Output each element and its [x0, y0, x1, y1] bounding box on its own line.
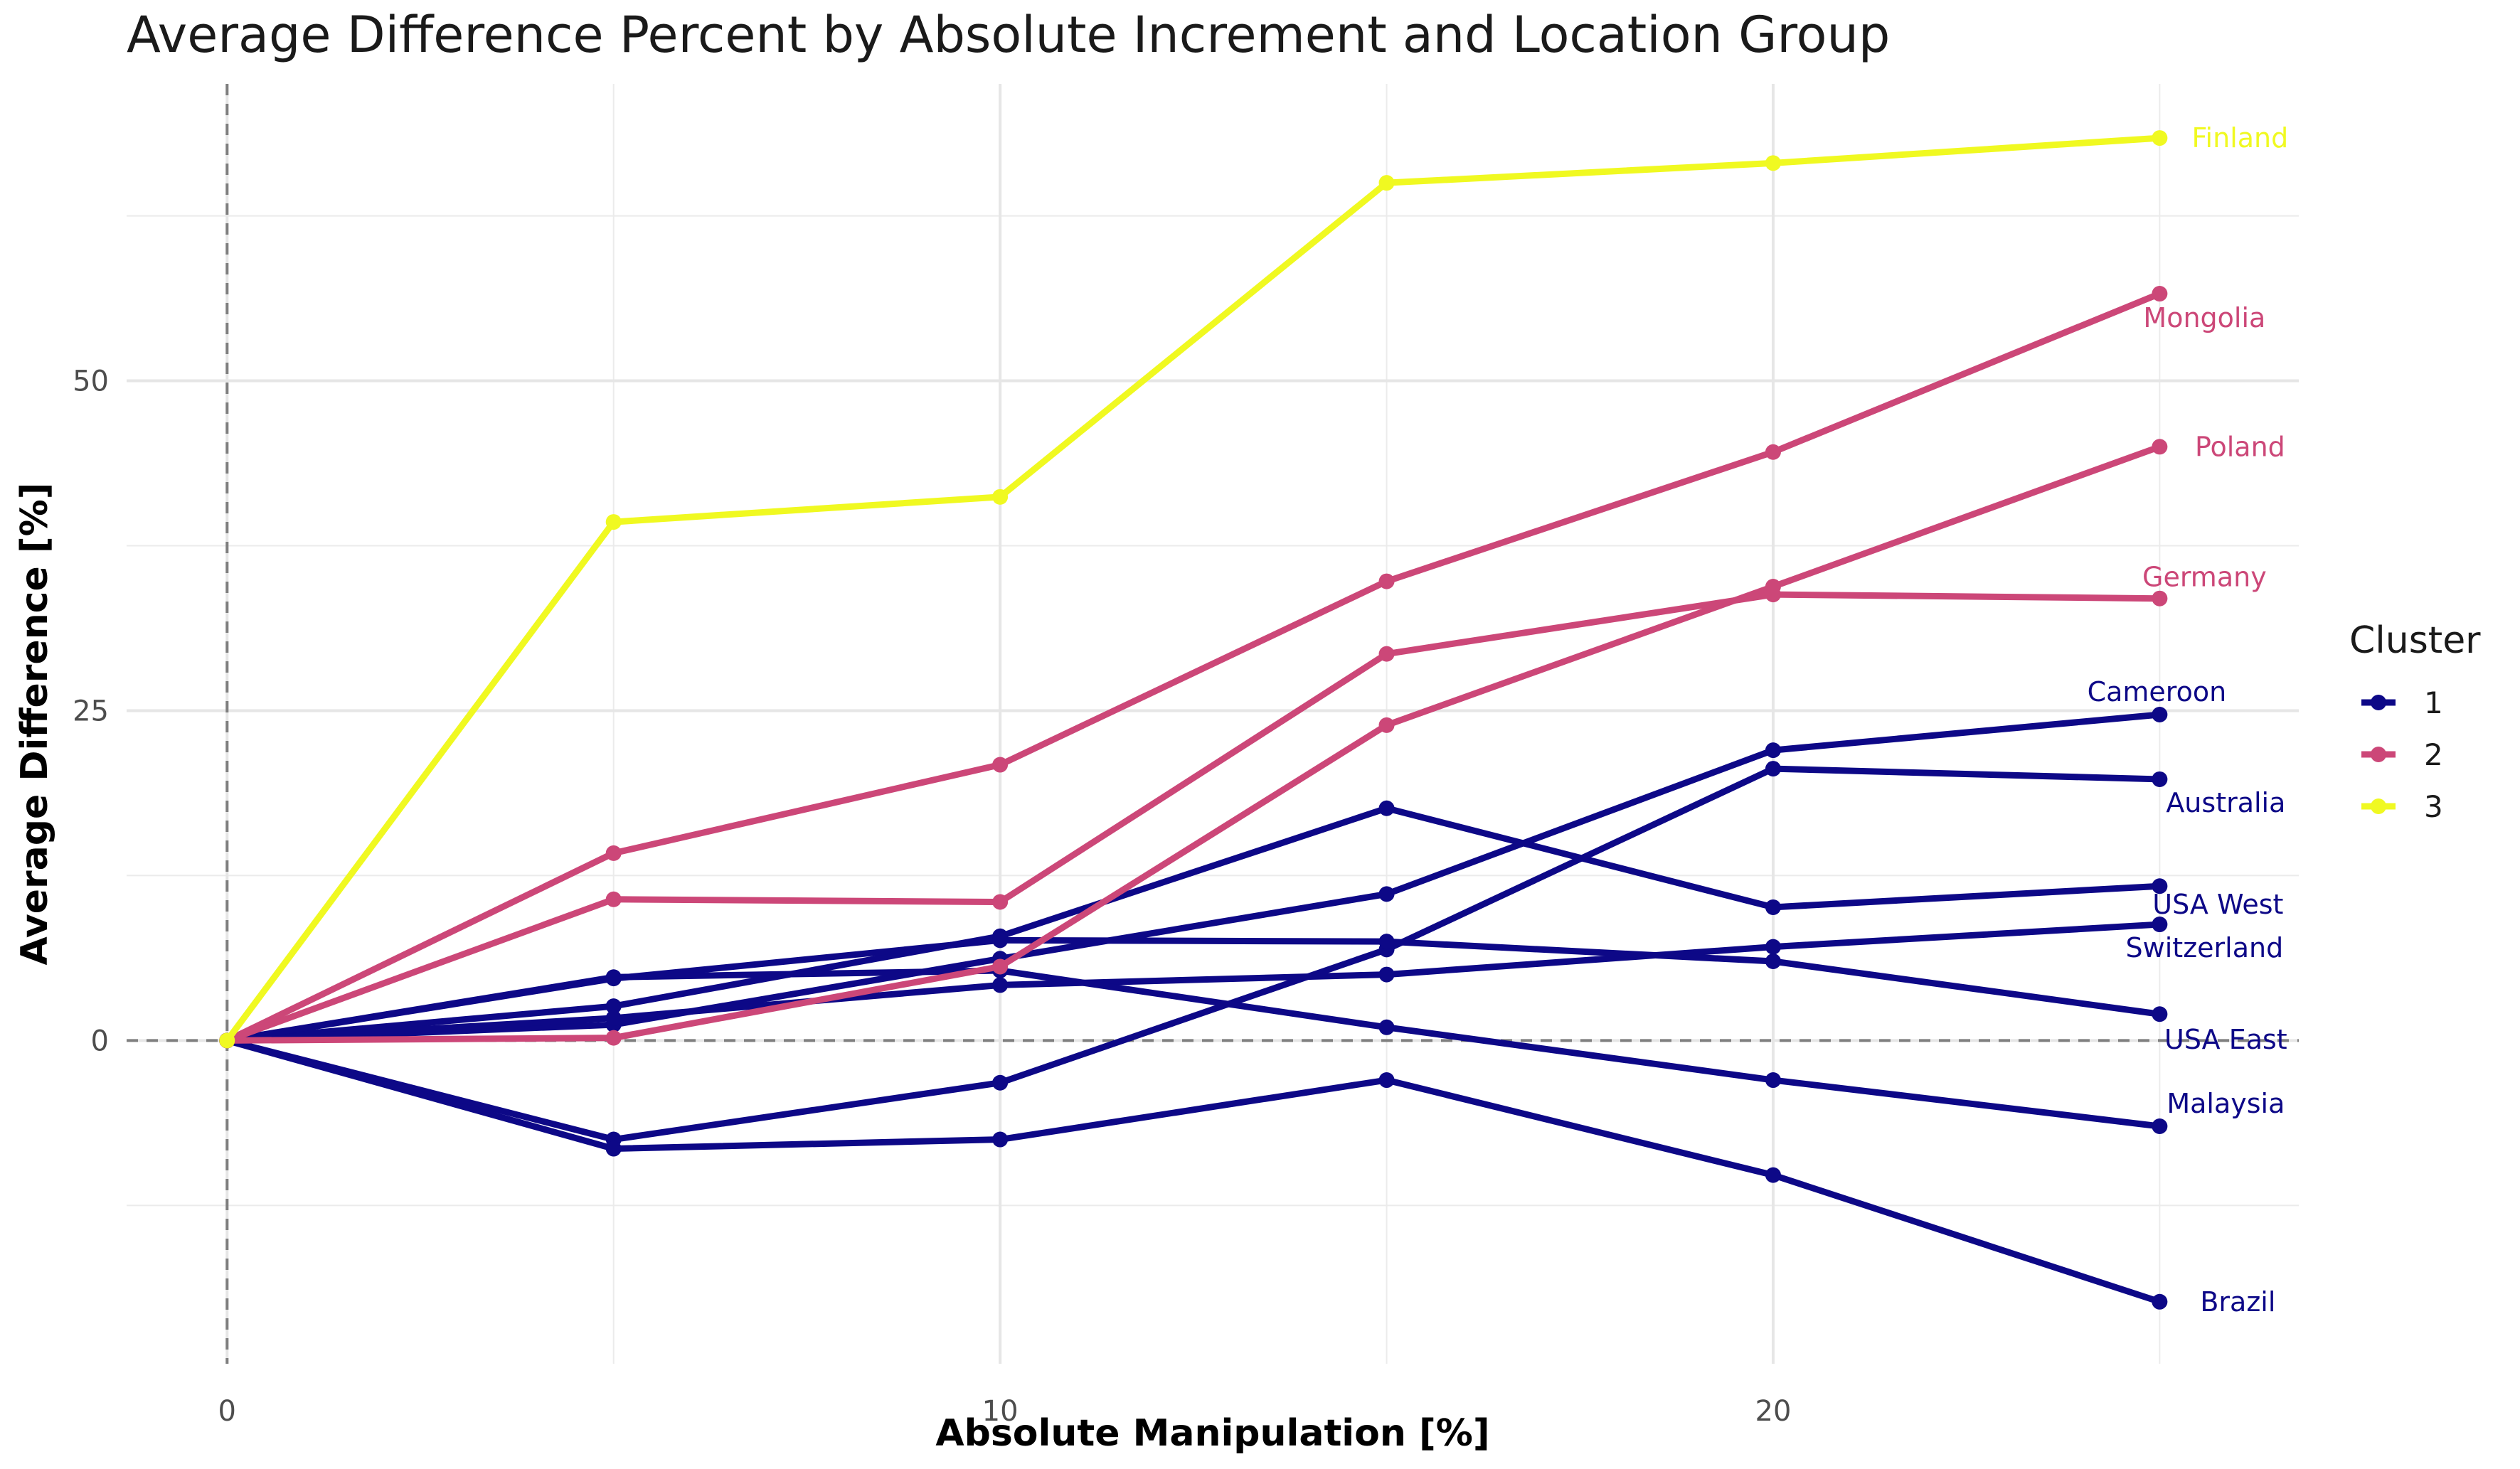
series-finland	[219, 130, 2168, 1049]
y-tick-label: 50	[73, 365, 109, 398]
x-axis-title: Absolute Manipulation [%]	[935, 1412, 1489, 1455]
data-point-brazil	[2152, 1293, 2168, 1310]
data-point-malaysia	[605, 969, 622, 985]
series-line-poland	[223, 443, 2163, 1044]
end-label-finland: Finland	[2191, 122, 2288, 154]
data-point-brazil	[1378, 1072, 1395, 1089]
data-point-germany	[992, 894, 1009, 910]
data-point-mongolia	[1378, 573, 1395, 589]
end-label-germany: Germany	[2142, 562, 2267, 593]
data-point-finland	[1378, 175, 1395, 191]
data-point-finland	[1765, 155, 1781, 171]
data-point-malaysia	[1378, 1019, 1395, 1035]
series-brazil	[219, 1032, 2168, 1310]
y-tick-label: 25	[73, 695, 109, 727]
legend-item-2: 2	[2361, 737, 2443, 772]
series-switzerland	[219, 917, 2168, 1049]
data-point-switzerland	[605, 1010, 622, 1026]
legend-label: 3	[2424, 789, 2443, 824]
data-point-switzerland	[2152, 917, 2168, 933]
data-point-brazil	[1765, 1167, 1781, 1183]
legend-label: 2	[2424, 737, 2443, 772]
data-point-finland	[605, 514, 622, 530]
data-point-poland	[2152, 439, 2168, 455]
series-line-germany	[223, 591, 2163, 1044]
end-label-malaysia: Malaysia	[2167, 1088, 2285, 1119]
data-point-usa-west	[605, 998, 622, 1015]
series-line-mongolia	[223, 290, 2163, 1044]
end-label-australia: Australia	[2166, 787, 2285, 818]
x-tick-label: 0	[218, 1395, 236, 1428]
data-point-poland	[1378, 717, 1395, 733]
series-mongolia	[219, 286, 2168, 1049]
series-lines	[219, 130, 2168, 1310]
end-label-usa-west: USA West	[2152, 889, 2283, 920]
y-axis-title: Average Difference [%]	[14, 482, 56, 965]
series-line-switzerland	[223, 921, 2163, 1044]
legend-key-point	[2371, 695, 2386, 710]
data-point-australia	[2152, 771, 2168, 787]
data-point-mongolia	[2152, 286, 2168, 302]
legend-item-1: 1	[2361, 685, 2443, 720]
data-point-usa-west	[2152, 878, 2168, 894]
data-point-cameroon	[2152, 707, 2168, 723]
x-tick-label: 10	[982, 1395, 1019, 1428]
legend: Cluster 1 2 3	[2349, 619, 2481, 824]
x-tick-label: 20	[1755, 1395, 1792, 1428]
end-label-brazil: Brazil	[2200, 1286, 2275, 1318]
end-labels: Finland Mongolia Poland Germany Cameroon Aust…	[2088, 122, 2289, 1318]
legend-title: Cluster	[2349, 619, 2481, 662]
data-point-poland	[992, 958, 1009, 975]
data-point-australia	[992, 1074, 1009, 1091]
series-line-finland	[223, 134, 2163, 1044]
data-point-usa-west	[1765, 899, 1781, 915]
data-point-germany	[605, 891, 622, 907]
chart-title: Average Difference Percent by Absolute I…	[127, 6, 1891, 64]
legend-item-3: 3	[2361, 789, 2443, 824]
data-point-finland	[2152, 130, 2168, 146]
series-line-malaysia	[223, 967, 2163, 1130]
data-point-usa-east	[1378, 934, 1395, 950]
data-point-mongolia	[1765, 444, 1781, 460]
data-point-finland	[219, 1032, 235, 1049]
axes: 0 10 20 0 25 50 Absolute Manipulation [%] Avera…	[14, 365, 1791, 1455]
y-tick-label: 0	[91, 1025, 109, 1057]
legend-key-point	[2371, 747, 2386, 762]
end-label-mongolia: Mongolia	[2143, 302, 2265, 333]
data-point-malaysia	[2152, 1118, 2168, 1134]
data-point-cameroon	[1765, 742, 1781, 759]
data-point-usa-east	[992, 932, 1009, 949]
data-point-malaysia	[1765, 1072, 1781, 1089]
data-point-switzerland	[1765, 939, 1781, 955]
data-point-mongolia	[992, 757, 1009, 773]
data-point-usa-east	[1765, 953, 1781, 970]
data-point-germany	[2152, 590, 2168, 607]
legend-key-point	[2371, 798, 2386, 814]
data-point-germany	[1765, 587, 1781, 603]
end-label-poland: Poland	[2195, 431, 2285, 462]
gridlines	[127, 84, 2299, 1364]
data-point-finland	[992, 488, 1009, 505]
end-label-usa-east: USA East	[2164, 1024, 2287, 1055]
legend-label: 1	[2424, 685, 2443, 720]
end-label-cameroon: Cameroon	[2088, 676, 2227, 707]
data-point-usa-west	[1378, 800, 1395, 816]
reference-lines	[127, 84, 2299, 1364]
series-line-brazil	[223, 1037, 2163, 1305]
data-point-poland	[605, 1030, 622, 1046]
data-point-germany	[1378, 646, 1395, 662]
series-line-australia	[223, 765, 2163, 1143]
data-point-australia	[1765, 761, 1781, 777]
data-point-brazil	[605, 1141, 622, 1157]
series-line-usa-west	[223, 805, 2163, 1044]
data-point-usa-east	[2152, 1006, 2168, 1022]
data-point-switzerland	[992, 977, 1009, 993]
data-point-switzerland	[1378, 966, 1395, 983]
data-point-mongolia	[605, 845, 622, 861]
end-label-switzerland: Switzerland	[2126, 932, 2284, 963]
data-point-cameroon	[1378, 886, 1395, 902]
series-line-cameroon	[223, 711, 2163, 1044]
data-point-brazil	[992, 1131, 1009, 1148]
